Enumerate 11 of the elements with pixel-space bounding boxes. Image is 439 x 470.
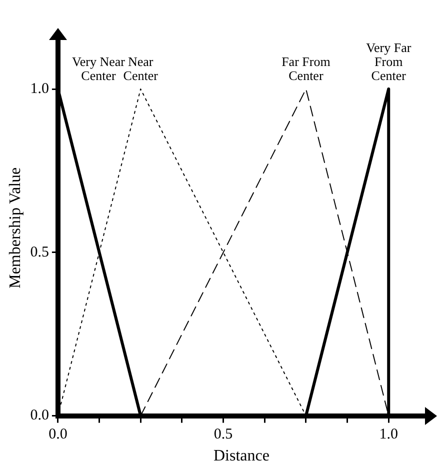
y-tick-label: 1.0 [30,80,49,97]
y-axis-title: Membership Value [6,167,24,288]
y-tick-label: 0.0 [30,408,49,424]
series-label: Very Far From Center [366,40,412,83]
x-tick-label: 0.5 [214,426,233,443]
x-tick-label: 1.0 [379,426,398,443]
series-label: Far From Center [282,54,330,83]
x-tick-label: 0.0 [48,426,68,443]
x-axis-title: Distance [213,448,270,465]
series-label: Near Center [123,54,159,83]
y-tick-label: 0.5 [30,244,49,260]
